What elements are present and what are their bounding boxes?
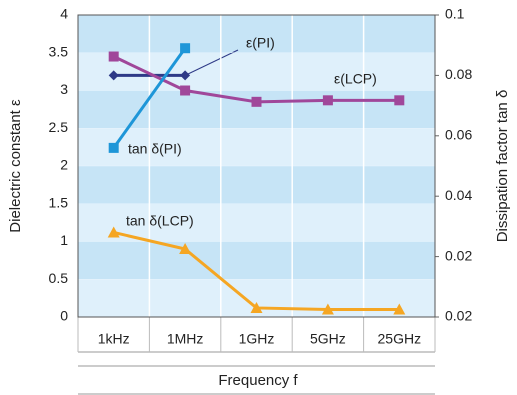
y-tick-label: 4 (60, 6, 68, 22)
marker (393, 303, 406, 315)
x-axis-title: Frequency f (218, 372, 298, 389)
y2-axis-title: Dissipation factor tan δ (494, 90, 511, 243)
marker (322, 95, 333, 106)
series-line (112, 47, 187, 149)
grid-band (78, 241, 435, 280)
y-tick-label: 3 (60, 81, 68, 97)
marker (394, 95, 405, 106)
marker (180, 85, 191, 96)
y-axis-title: Dielectric constant ε (7, 99, 24, 233)
marker (251, 96, 262, 107)
plot-frame (77, 14, 436, 318)
y2-tick-label: 0.02 (445, 247, 472, 263)
y-tick-label: 1 (60, 232, 68, 248)
y2-tick-label: 0.1 (445, 6, 465, 22)
x-tick-label: 1MHz (167, 331, 204, 347)
x-tick-label: 1kHz (98, 331, 130, 347)
grid-band (78, 166, 435, 204)
y2-tick-label: 0.08 (445, 66, 472, 82)
y-tick-label: 2 (60, 157, 68, 173)
marker (179, 243, 192, 255)
grid-band (78, 15, 435, 53)
y-tick-label: 1.5 (49, 194, 69, 210)
series-label: tan δ(LCP) (126, 213, 194, 229)
series-label: tan δ(PI) (128, 141, 182, 157)
y-tick-label: 3.5 (49, 43, 69, 59)
x-tick-label: 1GHz (239, 331, 275, 347)
marker (108, 142, 119, 153)
grid-band (78, 90, 435, 129)
marker (107, 226, 120, 238)
marker (321, 303, 334, 315)
series-label: ε(LCP) (334, 71, 377, 87)
marker (108, 70, 119, 81)
marker (180, 43, 191, 54)
y-tick-label: 2.5 (49, 119, 69, 135)
x-tick-label: 25GHz (378, 331, 422, 347)
annotation-pointer (187, 49, 239, 75)
series-label: ε(PI) (246, 35, 275, 51)
y2-tick-label: 0.02 (445, 308, 472, 324)
y2-tick-label: 0.04 (445, 187, 472, 203)
marker (250, 301, 263, 313)
y-tick-label: 0.5 (49, 270, 69, 286)
x-tick-label: 5GHz (310, 331, 346, 347)
marker (108, 51, 119, 62)
y2-tick-label: 0.06 (445, 127, 472, 143)
marker (180, 70, 191, 81)
y-tick-label: 0 (60, 308, 68, 324)
